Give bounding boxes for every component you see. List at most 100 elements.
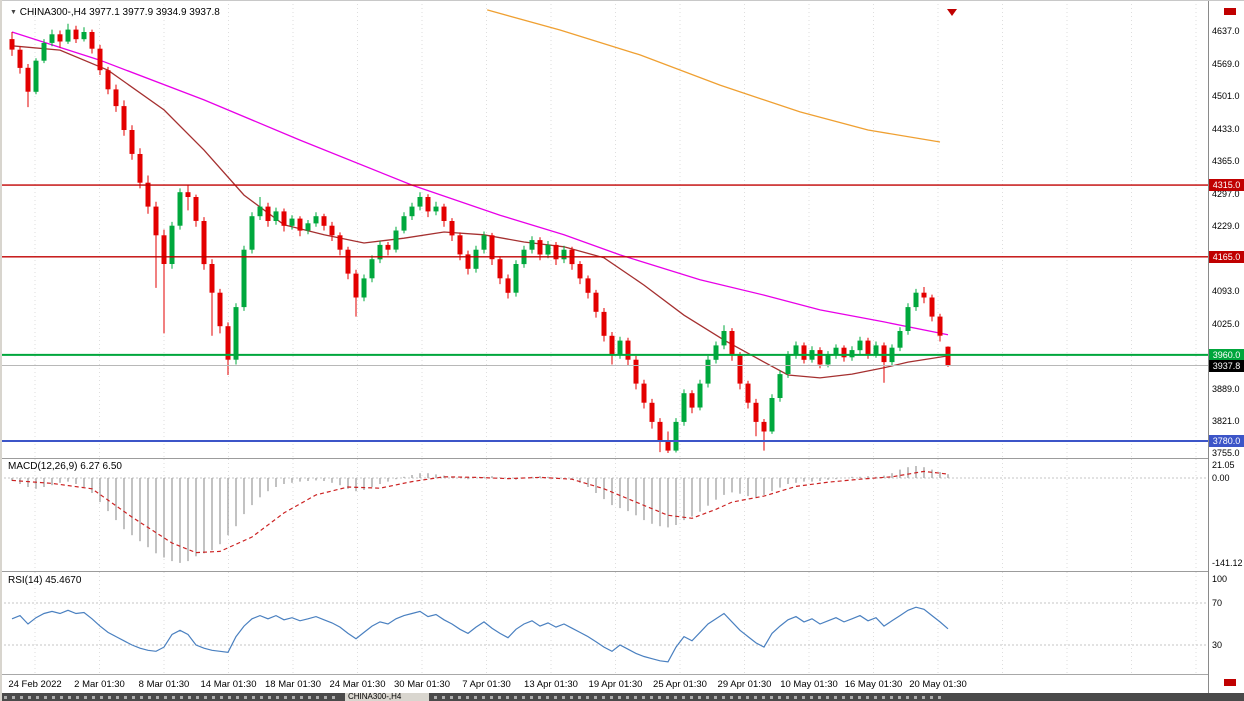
price-tick-label: 4365.0 [1212,156,1240,167]
time-grid [34,0,1197,459]
time-label: 8 Mar 01:30 [138,679,190,690]
tab-selected[interactable]: CHINA300-,H4 [345,693,429,701]
chart-shift-marker[interactable] [947,9,957,16]
chart-tab-bar[interactable]: CHINA300-,H4 [0,693,1244,701]
price-axis[interactable]: 4637.0 4569.0 4501.0 4433.0 4365.0 4297.0 4229… [1208,0,1244,693]
time-label: 20 May 01:30 [909,679,967,690]
candle [185,185,191,211]
price-badge: 4315.0 [1209,179,1244,192]
candle [137,148,143,189]
window-top-border [0,0,1244,1]
candle [921,287,927,304]
candle [769,394,775,434]
candle [633,355,639,390]
price-tick-label: 4637.0 [1212,26,1240,36]
time-label: 19 Apr 01:30 [588,679,643,690]
candle [313,212,319,227]
candle [25,64,31,108]
tab-ghost-left[interactable] [4,696,340,699]
price-tick-label: 3821.0 [1212,416,1240,427]
candle [553,242,559,265]
time-axis[interactable]: 24 Feb 2022 2 Mar 01:30 8 Mar 01:30 14 Mar … [0,675,1208,693]
rsi-line [11,606,949,663]
rsi-panel[interactable] [0,572,1208,675]
panel-separator-macd[interactable] [0,458,1244,459]
candle [65,23,71,44]
candle [201,217,207,270]
macd-panel[interactable] [0,459,1208,572]
candle [145,175,151,214]
candle [113,84,119,112]
candle [377,241,383,264]
candle [41,39,47,64]
price-tick-label: 4297.0 [1212,188,1240,199]
candle [161,229,167,334]
candle [345,246,351,280]
candle [321,213,327,231]
symbol-dropdown-icon[interactable]: ▼ [10,9,17,16]
candle [105,66,111,95]
candle [49,29,55,47]
price-tick-label: 4433.0 [1212,123,1240,134]
candle [737,352,743,390]
candle [465,250,471,275]
time-label: 25 Apr 01:30 [653,679,707,690]
price-tick-label: 3889.0 [1212,383,1240,394]
rsi-tick-label: 100 [1212,574,1228,584]
candle [897,327,903,352]
candle [401,212,407,234]
panel-separator-rsi[interactable] [0,571,1244,572]
candle [481,231,487,254]
price-tick-label: 4569.0 [1212,58,1240,69]
candle [569,246,575,270]
time-label: 16 May 01:30 [844,679,903,690]
price-badge: 3960.0 [1209,348,1244,361]
candle [273,207,279,225]
candle [433,201,439,216]
price-chart-panel[interactable] [0,0,1208,459]
candle [641,379,647,409]
time-label: 10 May 01:30 [780,679,838,690]
candle [249,212,255,254]
candle [329,221,335,241]
candle [665,431,671,453]
ma-long-orange [487,9,941,143]
candle [505,274,511,299]
time-label: 24 Feb 2022 [8,679,62,690]
candle [169,221,175,269]
ma-slow-magenta [11,31,949,336]
candle [825,351,831,368]
price-tick-label: 4025.0 [1212,318,1240,329]
tab-ghost-right[interactable] [434,696,946,699]
candle [833,344,839,359]
candle [905,303,911,335]
price-badge: 3780.0 [1209,435,1244,448]
time-label: 29 Apr 01:30 [717,679,772,690]
price-badge: 4165.0 [1209,250,1244,263]
candle [801,342,807,364]
price-tick-label: 4501.0 [1212,91,1240,102]
candle [73,25,79,43]
time-label: 18 Mar 01:30 [265,679,321,690]
candle [601,308,607,342]
candle [593,289,599,318]
candle [9,32,15,56]
candle [57,30,63,48]
candle [497,256,503,285]
alert-marker-bottom-right [1224,679,1236,686]
candle [441,203,447,227]
candle [849,346,855,361]
candle [337,232,343,256]
candle [177,188,183,230]
candle [817,347,823,369]
candle [857,336,863,354]
time-axis-separator [0,674,1244,675]
time-grid-rsi [34,572,1197,675]
candle [513,260,519,297]
candle [81,27,87,42]
candle [777,370,783,402]
rsi-label: RSI(14) 45.4670 [8,575,82,586]
price-tick-label: 4093.0 [1212,286,1240,297]
candle [457,232,463,261]
candle [489,232,495,265]
